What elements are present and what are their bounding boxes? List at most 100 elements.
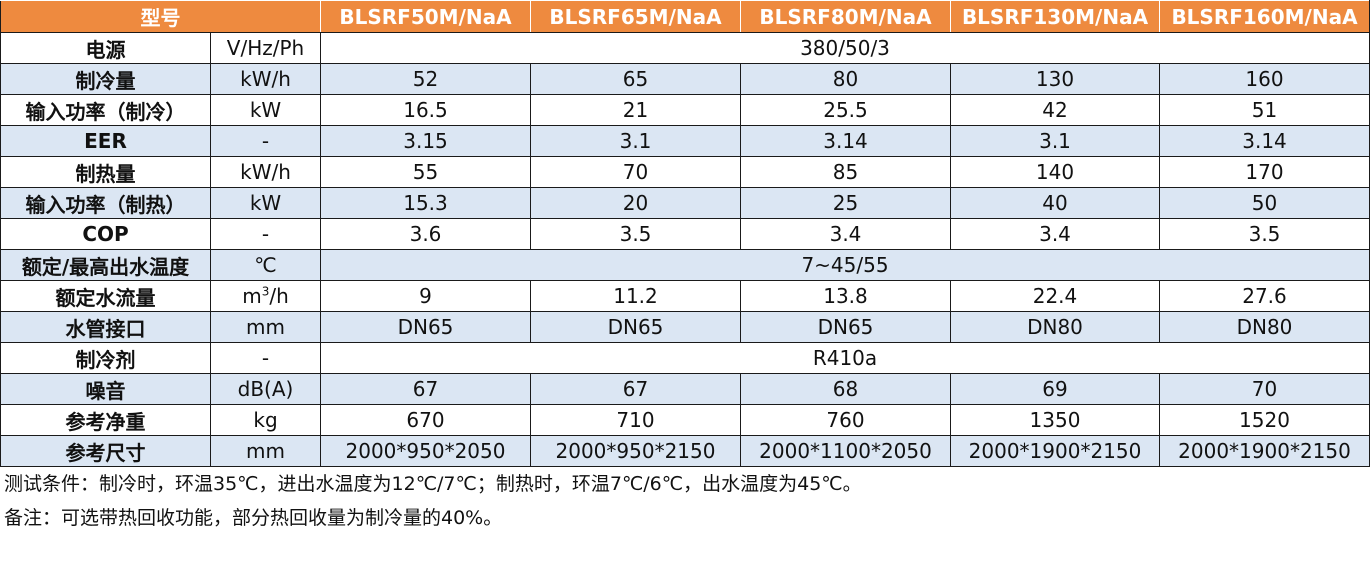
value-cell: 670 bbox=[320, 404, 531, 436]
remark-note: 备注：可选带热回收功能，部分热回收量为制冷量的40%。 bbox=[4, 507, 503, 529]
value-cell: 170 bbox=[1159, 156, 1370, 188]
value-cell: 70 bbox=[530, 156, 741, 188]
table-row: 水管接口 mm DN65 DN65 DN65 DN80 DN80 bbox=[0, 311, 1370, 343]
table-row: 额定水流量 m3/h 9 11.2 13.8 22.4 27.6 bbox=[0, 280, 1370, 312]
value-cell: 3.6 bbox=[320, 218, 531, 250]
value-cell: 3.5 bbox=[530, 218, 741, 250]
param-label: 输入功率（制热） bbox=[0, 187, 211, 219]
value-cell: DN80 bbox=[950, 311, 1160, 343]
merged-value-cell: 380/50/3 bbox=[320, 32, 1370, 64]
unit-cell: mm bbox=[210, 435, 321, 467]
value-cell: 20 bbox=[530, 187, 741, 219]
unit-cell: kW bbox=[210, 187, 321, 219]
value-cell: 130 bbox=[950, 63, 1160, 95]
param-label: 参考净重 bbox=[0, 404, 211, 436]
unit-cell: - bbox=[210, 218, 321, 250]
value-cell: 85 bbox=[740, 156, 951, 188]
spec-table: 型号 BLSRF50M/NaA BLSRF65M/NaA BLSRF80M/Na… bbox=[0, 0, 1370, 467]
unit-cell: mm bbox=[210, 311, 321, 343]
value-cell: 40 bbox=[950, 187, 1160, 219]
table-row: 制冷量 kW/h 52 65 80 130 160 bbox=[0, 63, 1370, 95]
unit-cell: ℃ bbox=[210, 249, 321, 281]
table-row: 额定/最高出水温度 ℃ 7~45/55 bbox=[0, 249, 1370, 281]
notes: 测试条件：制冷时，环温35℃，进出水温度为12℃/7℃；制热时，环温7℃/6℃，… bbox=[0, 467, 1370, 535]
model-header: BLSRF65M/NaA bbox=[530, 0, 741, 33]
param-label: 输入功率（制冷） bbox=[0, 94, 211, 126]
value-cell: 16.5 bbox=[320, 94, 531, 126]
value-cell: 67 bbox=[320, 373, 531, 405]
table-header-row: 型号 BLSRF50M/NaA BLSRF65M/NaA BLSRF80M/Na… bbox=[0, 0, 1370, 33]
table-row: 制冷剂 - R410a bbox=[0, 342, 1370, 374]
test-conditions-note: 测试条件：制冷时，环温35℃，进出水温度为12℃/7℃；制热时，环温7℃/6℃，… bbox=[4, 473, 862, 495]
value-cell: 160 bbox=[1159, 63, 1370, 95]
value-cell: 2000*950*2050 bbox=[320, 435, 531, 467]
value-cell: 70 bbox=[1159, 373, 1370, 405]
unit-cell: dB(A) bbox=[210, 373, 321, 405]
value-cell: 3.1 bbox=[530, 125, 741, 157]
param-label: 噪音 bbox=[0, 373, 211, 405]
value-cell: 22.4 bbox=[950, 280, 1160, 312]
value-cell: 140 bbox=[950, 156, 1160, 188]
unit-cell: - bbox=[210, 342, 321, 374]
param-label: EER bbox=[0, 125, 211, 157]
unit-cell: kg bbox=[210, 404, 321, 436]
table-row: 电源 V/Hz/Ph 380/50/3 bbox=[0, 32, 1370, 64]
value-cell: 1520 bbox=[1159, 404, 1370, 436]
table-row: EER -3.15 3.1 3.14 3.1 3.14 bbox=[0, 125, 1370, 157]
spec-body: 电源 V/Hz/Ph 380/50/3 制冷量 kW/h 52 65 80 130 160 输入功率… bbox=[0, 32, 1370, 467]
value-cell: 3.14 bbox=[740, 125, 951, 157]
unit-cell: kW/h bbox=[210, 63, 321, 95]
value-cell: DN65 bbox=[740, 311, 951, 343]
unit-base: m bbox=[242, 284, 262, 308]
unit-cell: V/Hz/Ph bbox=[210, 32, 321, 64]
table-row: COP -3.6 3.5 3.4 3.4 3.5 bbox=[0, 218, 1370, 250]
value-cell: 11.2 bbox=[530, 280, 741, 312]
value-cell: 50 bbox=[1159, 187, 1370, 219]
value-cell: 760 bbox=[740, 404, 951, 436]
value-cell: 80 bbox=[740, 63, 951, 95]
value-cell: 69 bbox=[950, 373, 1160, 405]
param-label: 额定/最高出水温度 bbox=[0, 249, 211, 281]
value-cell: 3.1 bbox=[950, 125, 1160, 157]
value-cell: 3.4 bbox=[950, 218, 1160, 250]
value-cell: 25 bbox=[740, 187, 951, 219]
unit-superscript: 3 bbox=[261, 284, 270, 299]
table-row: 噪音 dB(A) 67 67 68 69 70 bbox=[0, 373, 1370, 405]
value-cell: 27.6 bbox=[1159, 280, 1370, 312]
model-label: 型号 bbox=[0, 0, 321, 33]
value-cell: DN80 bbox=[1159, 311, 1370, 343]
value-cell: 2000*950*2150 bbox=[530, 435, 741, 467]
value-cell: 2000*1100*2050 bbox=[740, 435, 951, 467]
value-cell: DN65 bbox=[320, 311, 531, 343]
param-label: 制冷剂 bbox=[0, 342, 211, 374]
model-header: BLSRF50M/NaA bbox=[320, 0, 531, 33]
table-row: 输入功率（制冷） kW 16.5 21 25.5 42 51 bbox=[0, 94, 1370, 126]
table-row: 制热量 kW/h 55 70 85 140 170 bbox=[0, 156, 1370, 188]
value-cell: 15.3 bbox=[320, 187, 531, 219]
value-cell: 2000*1900*2150 bbox=[1159, 435, 1370, 467]
value-cell: 13.8 bbox=[740, 280, 951, 312]
value-cell: 65 bbox=[530, 63, 741, 95]
value-cell: 21 bbox=[530, 94, 741, 126]
param-label: 制热量 bbox=[0, 156, 211, 188]
value-cell: DN65 bbox=[530, 311, 741, 343]
param-label: COP bbox=[0, 218, 211, 250]
merged-value-cell: 7~45/55 bbox=[320, 249, 1370, 281]
param-label: 额定水流量 bbox=[0, 280, 211, 312]
value-cell: 3.15 bbox=[320, 125, 531, 157]
table-row: 输入功率（制热） kW 15.3 20 25 40 50 bbox=[0, 187, 1370, 219]
unit-cell: kW bbox=[210, 94, 321, 126]
model-header: BLSRF130M/NaA bbox=[950, 0, 1160, 33]
unit-cell: m3/h bbox=[210, 280, 321, 312]
param-label: 水管接口 bbox=[0, 311, 211, 343]
value-cell: 51 bbox=[1159, 94, 1370, 126]
param-label: 参考尺寸 bbox=[0, 435, 211, 467]
value-cell: 42 bbox=[950, 94, 1160, 126]
table-row: 参考尺寸 mm 2000*950*2050 2000*950*2150 2000*110… bbox=[0, 435, 1370, 467]
value-cell: 52 bbox=[320, 63, 531, 95]
value-cell: 68 bbox=[740, 373, 951, 405]
value-cell: 67 bbox=[530, 373, 741, 405]
value-cell: 3.14 bbox=[1159, 125, 1370, 157]
unit-cell: - bbox=[210, 125, 321, 157]
value-cell: 2000*1900*2150 bbox=[950, 435, 1160, 467]
